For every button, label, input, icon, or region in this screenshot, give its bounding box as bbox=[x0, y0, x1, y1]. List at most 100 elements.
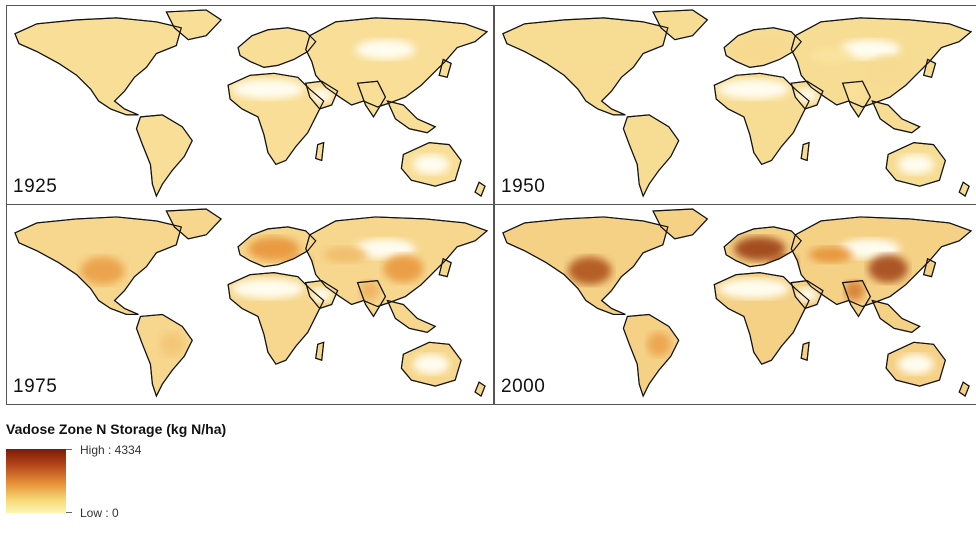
landmass-south-america bbox=[135, 313, 193, 398]
map-panel-2000: 2000 bbox=[494, 205, 976, 405]
coastline-south-america bbox=[135, 114, 193, 198]
legend-high-label: High : 4334 bbox=[80, 443, 142, 457]
landmass-south-america bbox=[622, 114, 680, 198]
sahara-pale bbox=[718, 79, 790, 100]
coastline-india bbox=[841, 80, 872, 118]
legend-title: Vadose Zone N Storage (kg N/ha) bbox=[6, 421, 227, 437]
brazil-hotspot bbox=[160, 332, 185, 357]
coastline-africa bbox=[713, 72, 810, 166]
coastline-north-america bbox=[502, 17, 669, 116]
coastline-australia bbox=[400, 142, 462, 187]
coastline-south-america bbox=[622, 114, 680, 198]
legend-color-ramp bbox=[6, 449, 66, 513]
coastline-greenland bbox=[652, 208, 709, 240]
landmass-south-america bbox=[135, 114, 193, 198]
coastline-arabia bbox=[305, 280, 339, 310]
australia-pale bbox=[897, 354, 934, 375]
coastline-madagascar bbox=[800, 141, 810, 162]
coastline-south-america bbox=[135, 313, 193, 398]
storage-overlay bbox=[568, 37, 934, 175]
coastline-new-zealand bbox=[958, 181, 970, 197]
europe-hotspot bbox=[734, 37, 786, 62]
sahara-pale bbox=[232, 278, 304, 299]
coastline-arabia bbox=[790, 80, 824, 110]
coastline-madagascar bbox=[315, 141, 325, 162]
coastline-australia bbox=[885, 341, 947, 387]
coastline-south-america bbox=[622, 313, 680, 398]
coastline-new-zealand bbox=[958, 381, 970, 397]
china-hotspot bbox=[383, 254, 424, 283]
storage-overlay bbox=[80, 236, 450, 375]
coastline-arabia bbox=[305, 80, 339, 110]
coastline-southeast-asia bbox=[386, 299, 437, 334]
coastline-japan bbox=[438, 58, 452, 78]
coastline-madagascar bbox=[315, 341, 325, 362]
europe-hotspot bbox=[734, 236, 786, 261]
year-label: 1925 bbox=[13, 176, 58, 197]
coastline-africa bbox=[227, 72, 325, 166]
gobi-pale bbox=[355, 39, 416, 60]
us-midwest-hotspot bbox=[568, 57, 612, 86]
brazil-hotspot bbox=[647, 332, 671, 357]
coastline-australia bbox=[885, 142, 947, 187]
coastline-greenland bbox=[165, 9, 223, 41]
legend-low-tick bbox=[66, 512, 72, 513]
australia-pale bbox=[897, 154, 934, 175]
coastline-new-zealand bbox=[474, 181, 486, 197]
arabia-pale bbox=[797, 287, 817, 302]
coastline-japan bbox=[438, 257, 452, 278]
year-label: 1975 bbox=[13, 376, 58, 397]
arabia-pale bbox=[311, 88, 332, 103]
coastline-madagascar bbox=[800, 341, 810, 362]
map-panel-1925: 1925 bbox=[6, 5, 494, 205]
world-map bbox=[502, 208, 973, 398]
world-map bbox=[502, 9, 973, 198]
arabia-pale bbox=[797, 88, 817, 103]
year-label: 1950 bbox=[501, 176, 546, 197]
coastline-new-zealand bbox=[474, 381, 486, 397]
central-asia-hotspot bbox=[323, 246, 368, 263]
legend-low-label: Low : 0 bbox=[80, 506, 119, 520]
coastline-north-america bbox=[14, 17, 183, 116]
india-hotspot bbox=[359, 280, 380, 301]
landmass-south-america bbox=[622, 313, 680, 398]
europe-hotspot bbox=[248, 236, 300, 261]
india-hotspot bbox=[844, 81, 865, 102]
map-panel-1950: 1950 bbox=[494, 5, 976, 205]
coastline-africa bbox=[713, 272, 810, 365]
coastline-southeast-asia bbox=[386, 100, 437, 134]
map-panel-1975: 1975 bbox=[6, 205, 494, 405]
coastline-europe bbox=[237, 27, 317, 68]
coastline-europe bbox=[237, 226, 317, 268]
coastline-southeast-asia bbox=[871, 299, 921, 334]
world-map bbox=[14, 208, 489, 398]
arabia-pale bbox=[311, 287, 332, 302]
map-grid: 1925 1950 1975 2000 bbox=[6, 5, 976, 405]
coastline-greenland bbox=[652, 9, 709, 41]
china-hotspot bbox=[868, 254, 908, 283]
year-label: 2000 bbox=[501, 376, 546, 397]
gobi-pale bbox=[840, 238, 900, 259]
coastline-africa bbox=[227, 272, 325, 365]
coastline-north-america bbox=[14, 216, 183, 316]
australia-pale bbox=[413, 354, 450, 375]
world-map bbox=[14, 9, 489, 198]
coastline-australia bbox=[400, 341, 462, 387]
coastline-india bbox=[841, 279, 872, 318]
sahara-pale bbox=[718, 278, 790, 299]
coastline-southeast-asia bbox=[871, 100, 921, 134]
coastline-europe bbox=[723, 27, 802, 68]
sahara-pale bbox=[232, 79, 304, 100]
coastline-europe bbox=[723, 226, 802, 268]
us-midwest-hotspot bbox=[568, 256, 612, 285]
coastline-arabia bbox=[790, 280, 824, 310]
coastline-greenland bbox=[165, 208, 223, 240]
coastline-japan bbox=[922, 58, 937, 78]
coastline-japan bbox=[922, 257, 937, 278]
india-hotspot bbox=[844, 280, 865, 301]
storage-overlay bbox=[568, 236, 934, 375]
gobi-pale bbox=[355, 238, 416, 259]
legend-high-tick bbox=[66, 449, 72, 450]
china-hotspot bbox=[868, 55, 908, 84]
coastline-india bbox=[356, 80, 387, 118]
